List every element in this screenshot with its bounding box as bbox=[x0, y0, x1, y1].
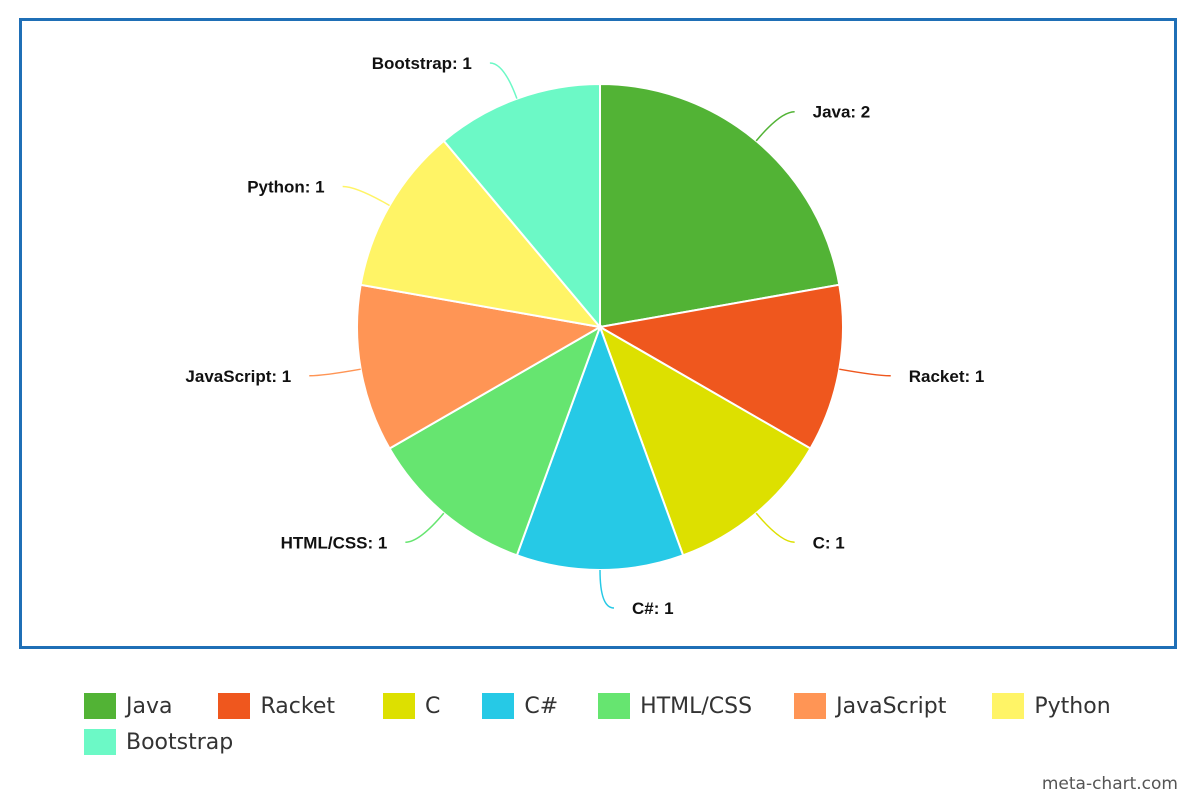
pie-slice-racket bbox=[597, 283, 844, 450]
pie-slice-bootstrap bbox=[442, 82, 601, 330]
legend-label: Python bbox=[1034, 693, 1111, 719]
data-label-html-css: HTML/CSS: 1 bbox=[281, 533, 388, 552]
legend-row: Java Racket C C# HTML/CSS JavaScript Python bbox=[84, 688, 1184, 724]
legend-item-c[interactable]: C# bbox=[482, 693, 558, 719]
legend-swatch bbox=[992, 693, 1025, 719]
data-label-c: C#: 1 bbox=[632, 599, 674, 618]
pie-slice-java bbox=[599, 82, 841, 329]
pie-slice-javascript bbox=[356, 283, 603, 450]
pie-slice-html-css bbox=[388, 324, 602, 557]
connector-html-css bbox=[405, 512, 445, 544]
legend-item-racket[interactable]: Racket bbox=[218, 693, 335, 719]
legend-label: C bbox=[424, 693, 441, 719]
data-label-bootstrap: Bootstrap: 1 bbox=[372, 54, 472, 73]
connector-c bbox=[599, 569, 615, 609]
legend-swatch bbox=[598, 693, 631, 719]
chart-frame: Java: 2 Racket: 1 C: 1 C#: 1 HTML/CSS: 1 Java… bbox=[19, 18, 1177, 649]
legend-label: C# bbox=[524, 693, 559, 719]
connector-c bbox=[755, 512, 795, 544]
legend-item-bootstrap[interactable]: Bootstrap bbox=[84, 729, 233, 755]
legend-swatch bbox=[218, 693, 251, 719]
legend-swatch bbox=[794, 693, 827, 719]
legend-label: Bootstrap bbox=[126, 729, 234, 755]
connector-python bbox=[342, 185, 390, 207]
pie-chart: Java: 2 Racket: 1 C: 1 C#: 1 HTML/CSS: 1 Java… bbox=[185, 54, 985, 618]
data-label-racket: Racket: 1 bbox=[909, 367, 985, 386]
legend-item-c[interactable]: C bbox=[382, 693, 441, 719]
legend-item-python[interactable]: Python bbox=[992, 693, 1111, 719]
legend-row: Bootstrap bbox=[84, 724, 1184, 760]
data-label-c: C: 1 bbox=[813, 533, 845, 552]
legend-label: JavaScript bbox=[836, 693, 947, 719]
legend: Java Racket C C# HTML/CSS JavaScript Python Boo… bbox=[84, 688, 1184, 760]
pie-slice-c bbox=[598, 324, 812, 557]
pie-slice-c bbox=[515, 324, 685, 571]
data-label-javascript: JavaScript: 1 bbox=[185, 367, 291, 386]
watermark: meta-chart.com bbox=[1041, 774, 1178, 794]
legend-item-javascript[interactable]: JavaScript bbox=[794, 693, 946, 719]
data-label-python: Python: 1 bbox=[247, 178, 324, 197]
connector-bootstrap bbox=[489, 62, 518, 99]
legend-label: HTML/CSS bbox=[640, 693, 753, 719]
legend-swatch bbox=[382, 693, 415, 719]
legend-label: Java bbox=[126, 693, 173, 719]
data-label-java: Java: 2 bbox=[813, 103, 871, 122]
legend-swatch bbox=[482, 693, 515, 719]
legend-item-java[interactable]: Java bbox=[84, 693, 172, 719]
pie-slice-python bbox=[359, 139, 603, 329]
connector-racket bbox=[839, 368, 891, 377]
connector-java bbox=[755, 110, 795, 142]
legend-swatch bbox=[84, 729, 116, 755]
legend-item-html-css[interactable]: HTML/CSS bbox=[598, 693, 752, 719]
legend-label: Racket bbox=[260, 693, 335, 719]
connector-javascript bbox=[309, 368, 361, 377]
legend-swatch bbox=[84, 693, 116, 719]
